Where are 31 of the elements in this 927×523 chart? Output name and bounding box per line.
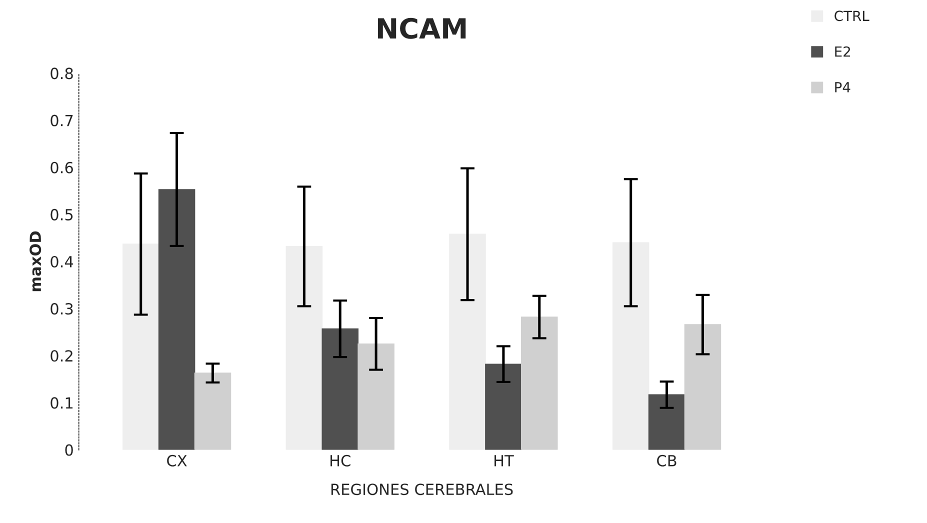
x-tick-label: HT: [494, 455, 514, 466]
y-tick-label: 0.8: [50, 68, 73, 80]
legend-label: CTRL: [834, 10, 870, 22]
chart-title: NCAM: [378, 18, 466, 39]
legend-label: E2: [835, 46, 850, 57]
y-tick-label: 0.1: [50, 397, 73, 409]
bar: [612, 242, 650, 450]
y-tick-label: 0.2: [50, 350, 72, 362]
y-tick-label: 0.7: [50, 114, 73, 126]
bar: [122, 244, 160, 450]
y-tick-label: 0.5: [50, 208, 73, 220]
y-tick-label: 0.6: [50, 162, 73, 174]
bar: [648, 394, 686, 450]
bar: [194, 372, 232, 450]
bar: [158, 189, 196, 450]
x-tick-label: HC: [330, 454, 350, 466]
y-axis-title: maxOD: [30, 231, 42, 292]
bar: [322, 328, 359, 450]
bar: [684, 324, 722, 450]
x-tick-label: CX: [167, 454, 187, 466]
bar: [520, 316, 558, 450]
y-tick-label: 0: [65, 444, 73, 456]
legend-label: P4: [835, 82, 850, 92]
y-tick-label: 0.3: [50, 303, 73, 315]
y-tick-label: 0.4: [50, 256, 74, 268]
x-axis-title: REGIONES CEREBRALES: [331, 484, 513, 496]
bar: [286, 246, 323, 450]
x-tick-label: CB: [657, 454, 676, 466]
bar: [358, 343, 394, 450]
bar: [485, 364, 522, 450]
bar: [449, 234, 486, 450]
